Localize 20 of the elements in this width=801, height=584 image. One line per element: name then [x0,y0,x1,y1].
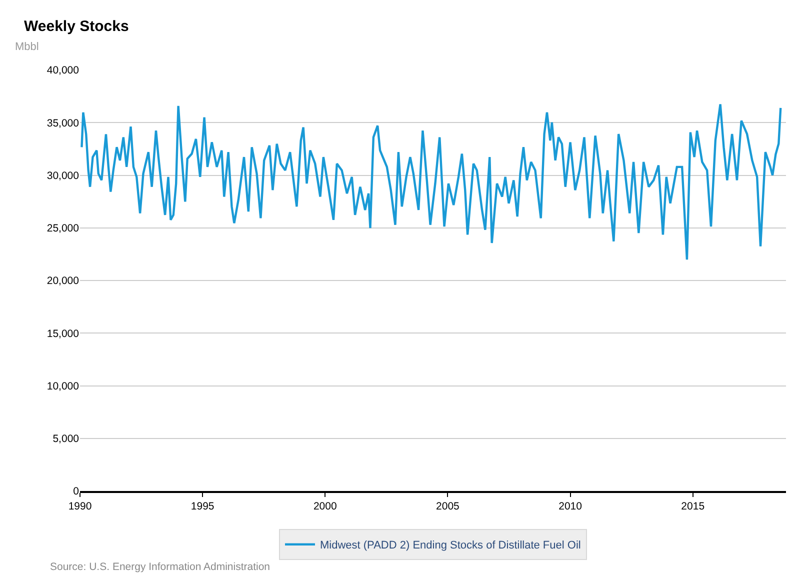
y-tick-label: 30,000 [46,170,80,182]
y-tick-label: 35,000 [46,117,80,130]
y-tick-label: 25,000 [46,222,80,235]
x-tick-label: 2005 [436,500,460,512]
y-axis-title: Mbbl [15,41,39,53]
x-tick-label: 1995 [190,500,214,512]
source-note: Source: U.S. Energy Information Administration [50,561,270,573]
x-tick-label: 2000 [313,500,337,512]
y-tick-label: 10,000 [46,380,80,392]
x-tick-label: 2015 [681,500,705,512]
y-tick-label: 20,000 [46,275,80,288]
y-tick-label: 40,000 [46,64,80,77]
x-tick-label: 2010 [558,500,582,512]
y-tick-label: 5,000 [52,433,80,446]
x-tick-label: 1990 [68,500,92,512]
legend-label: Midwest (PADD 2) Ending Stocks of Distillate Fuel Oil [320,540,581,552]
y-tick-label: 15,000 [46,328,80,340]
y-tick-label: 0 [73,486,80,498]
chart-title: Weekly Stocks [24,18,129,35]
line-series [80,103,782,261]
